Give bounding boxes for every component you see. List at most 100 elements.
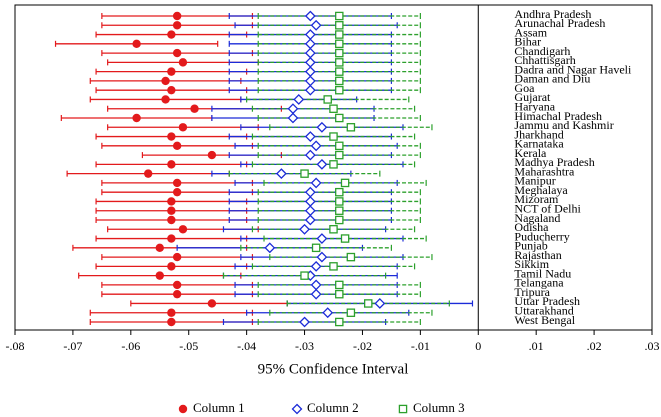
point: [300, 271, 309, 280]
point: [155, 271, 164, 280]
point: [264, 242, 276, 254]
point: [335, 317, 344, 327]
point: [167, 262, 176, 271]
point: [300, 169, 309, 178]
point: [172, 252, 182, 262]
point: [299, 316, 310, 328]
point: [316, 121, 328, 133]
point: [310, 140, 322, 152]
point: [304, 205, 316, 217]
legend-label: Column 1: [193, 400, 245, 415]
row-label: Manipur: [514, 174, 555, 188]
point: [167, 317, 176, 327]
row-label: Uttarakhand: [514, 303, 573, 317]
point: [346, 308, 356, 317]
row-label: Chandigarh: [514, 44, 570, 58]
row-label: Bihar: [514, 35, 541, 49]
point: [304, 196, 316, 207]
point: [304, 47, 316, 59]
point: [335, 76, 344, 86]
point: [335, 85, 344, 95]
point: [167, 215, 176, 225]
x-axis-title: 95% Confidence Interval: [258, 361, 409, 377]
point: [335, 48, 344, 58]
point: [304, 84, 316, 96]
row-label: Meghalaya: [514, 183, 568, 197]
point: [304, 214, 316, 226]
point: [335, 206, 344, 215]
row-label: Madhya Pradesh: [514, 155, 594, 169]
row-label: Andhra Pradesh: [514, 7, 591, 21]
x-tick-label: -.03: [295, 339, 314, 353]
x-tick-label: -.02: [353, 339, 372, 353]
point: [275, 168, 287, 180]
point: [304, 131, 316, 142]
x-tick-label: -.01: [411, 339, 430, 353]
point: [143, 169, 153, 178]
x-tick-label: -.08: [6, 339, 25, 353]
row-label: Karnataka: [514, 137, 564, 151]
point: [155, 243, 164, 253]
point: [178, 225, 188, 234]
row-label: Sikkim: [514, 257, 549, 271]
point: [374, 298, 386, 309]
point: [172, 289, 182, 299]
point: [293, 94, 305, 105]
point: [363, 299, 373, 308]
x-tick-label: -.05: [179, 339, 198, 353]
point: [310, 279, 322, 291]
point: [207, 299, 217, 308]
row-label: Rajasthan: [514, 248, 561, 262]
legend-label: Column 2: [307, 400, 359, 415]
row-label: NCT of Delhi: [514, 201, 581, 215]
row-label: Jammu and Kashmir: [514, 118, 613, 132]
point: [335, 30, 344, 39]
point: [310, 288, 322, 300]
point: [335, 289, 344, 299]
point: [311, 243, 321, 253]
row-label: Daman and Diu: [514, 72, 590, 86]
row-label: Punjab: [514, 239, 547, 253]
row-label: Dadra and Nagar Haveli: [514, 62, 632, 76]
row-label: Himachal Pradesh: [514, 109, 602, 123]
point: [335, 150, 344, 160]
point: [167, 160, 176, 169]
row-label: Chhattisgarh: [514, 53, 575, 67]
point: [167, 234, 176, 243]
point: [161, 95, 170, 104]
point: [310, 177, 322, 189]
point: [287, 103, 299, 115]
point: [335, 280, 344, 290]
row-label: Haryana: [514, 99, 555, 113]
legend-marker: [178, 404, 188, 414]
point: [310, 260, 322, 272]
row-label: Gujarat: [514, 90, 551, 104]
point: [172, 11, 182, 21]
point: [304, 75, 316, 87]
point: [335, 39, 344, 49]
row-label: Kerala: [514, 146, 547, 160]
row-label: Telangana: [514, 276, 564, 290]
point: [346, 123, 356, 132]
row-label: Mizoram: [514, 192, 559, 206]
point: [335, 58, 344, 67]
row-label: Arunachal Pradesh: [514, 16, 605, 30]
point: [340, 234, 350, 243]
point: [346, 252, 356, 262]
point: [310, 19, 322, 31]
point: [329, 104, 338, 113]
row-label: Odisha: [514, 220, 549, 234]
point: [329, 160, 338, 169]
point: [322, 307, 334, 319]
point: [299, 223, 310, 235]
row-label: Uttar Pradesh: [514, 294, 580, 308]
point: [161, 76, 170, 86]
point: [329, 225, 338, 234]
x-tick-label: -.07: [63, 339, 82, 353]
legend-marker: [291, 403, 303, 415]
row-label: West Bengal: [514, 313, 575, 327]
point: [178, 123, 188, 132]
point: [335, 141, 344, 151]
legend-label: Column 3: [413, 400, 465, 415]
